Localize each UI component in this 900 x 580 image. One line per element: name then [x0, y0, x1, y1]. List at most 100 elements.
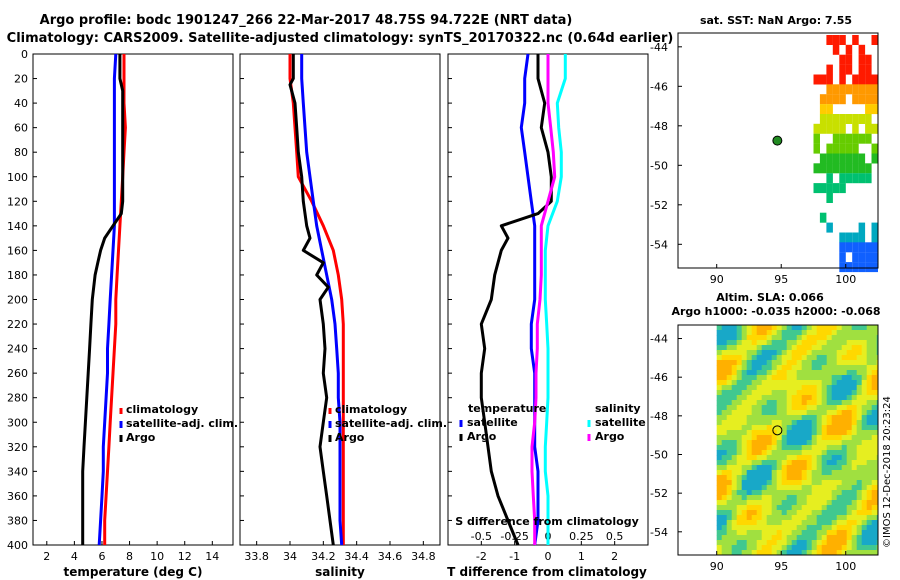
sla-cell [746, 500, 753, 506]
depth-tick-label: 40 [14, 97, 28, 110]
sla-cell [756, 530, 763, 536]
sla-cell [726, 330, 733, 336]
sla-cell [856, 395, 863, 401]
sla-cell [736, 515, 743, 521]
sla-cell [866, 535, 873, 541]
sla-cell [866, 445, 873, 451]
series-line-s-argo [530, 54, 557, 545]
sla-cell [746, 400, 753, 406]
sla-cell [721, 540, 728, 546]
depth-tick-label: 400 [7, 539, 28, 552]
sla-cell [836, 360, 843, 366]
sla-cell [851, 335, 858, 341]
sla-cell [741, 330, 748, 336]
sla-cell [851, 435, 858, 441]
sla-cell [826, 550, 833, 556]
sla-cell [846, 470, 853, 476]
sla-cell [736, 375, 743, 381]
sla-cell [741, 480, 748, 486]
sla-cell [811, 540, 818, 546]
sla-cell [816, 410, 823, 416]
sla-cell [791, 515, 798, 521]
sla-cell [871, 455, 878, 461]
sla-cell [716, 440, 723, 446]
sla-cell [741, 405, 748, 411]
sla-cell [796, 470, 803, 476]
sla-cell [861, 370, 868, 376]
sla-cell [766, 365, 773, 371]
sla-cell [776, 375, 783, 381]
sst-cell [826, 222, 833, 233]
sla-cell [766, 325, 773, 331]
sla-cell [866, 385, 873, 391]
sla-cell [786, 500, 793, 506]
sla-cell [746, 325, 753, 331]
sla-cell [841, 380, 848, 386]
sla-cell [866, 500, 873, 506]
sla-cell [786, 330, 793, 336]
sla-cell [746, 435, 753, 441]
sla-cell [761, 445, 768, 451]
sla-cell [831, 490, 838, 496]
sla-cell [766, 500, 773, 506]
sla-cell [866, 465, 873, 471]
sla-cell [831, 460, 838, 466]
sla-cell [836, 425, 843, 431]
sla-cell [816, 485, 823, 491]
sla-cell [811, 365, 818, 371]
sla-cell [811, 470, 818, 476]
sla-cell [776, 495, 783, 501]
sla-cell [741, 355, 748, 361]
sla-cell [756, 415, 763, 421]
sla-cell [796, 480, 803, 486]
sla-cell [866, 455, 873, 461]
sla-cell [726, 500, 733, 506]
sla-cell [836, 530, 843, 536]
sla-cell [781, 445, 788, 451]
sla-cell [866, 410, 873, 416]
sla-cell [796, 340, 803, 346]
sla-cell [821, 405, 828, 411]
sla-cell [746, 395, 753, 401]
sla-cell [776, 370, 783, 376]
sla-cell [756, 425, 763, 431]
sla-cell [776, 435, 783, 441]
sla-cell [851, 465, 858, 471]
sla-cell [871, 475, 878, 481]
sla-cell [771, 470, 778, 476]
sla-cell [826, 335, 833, 341]
sla-cell [736, 460, 743, 466]
imos-credit: ©IMOS 12-Dec-2018 20:23:24 [882, 396, 893, 548]
sla-cell [846, 520, 853, 526]
sst-cell [852, 143, 859, 154]
sla-cell [821, 540, 828, 546]
sst-cell [826, 153, 833, 164]
sla-cell [851, 470, 858, 476]
sla-cell [776, 540, 783, 546]
sla-cell [831, 445, 838, 451]
sla-cell [866, 400, 873, 406]
sla-cell [871, 440, 878, 446]
sla-cell [766, 445, 773, 451]
sla-cell [781, 545, 788, 551]
sla-cell [861, 490, 868, 496]
x-tick-label: 34.2 [311, 550, 336, 563]
sla-cell [826, 545, 833, 551]
sla-cell [761, 430, 768, 436]
sla-cell [871, 505, 878, 511]
sla-cell [731, 455, 738, 461]
sla-cell [871, 490, 878, 496]
sla-cell [791, 345, 798, 351]
sla-cell [761, 420, 768, 426]
sst-cell [826, 84, 833, 95]
sla-cell [776, 520, 783, 526]
sla-cell [746, 350, 753, 356]
sla-cell [781, 385, 788, 391]
sla-cell [731, 385, 738, 391]
sla-cell [771, 375, 778, 381]
sla-cell [791, 470, 798, 476]
sla-cell [766, 450, 773, 456]
sla-cell [756, 410, 763, 416]
sla-cell [846, 345, 853, 351]
sla-cell [826, 410, 833, 416]
